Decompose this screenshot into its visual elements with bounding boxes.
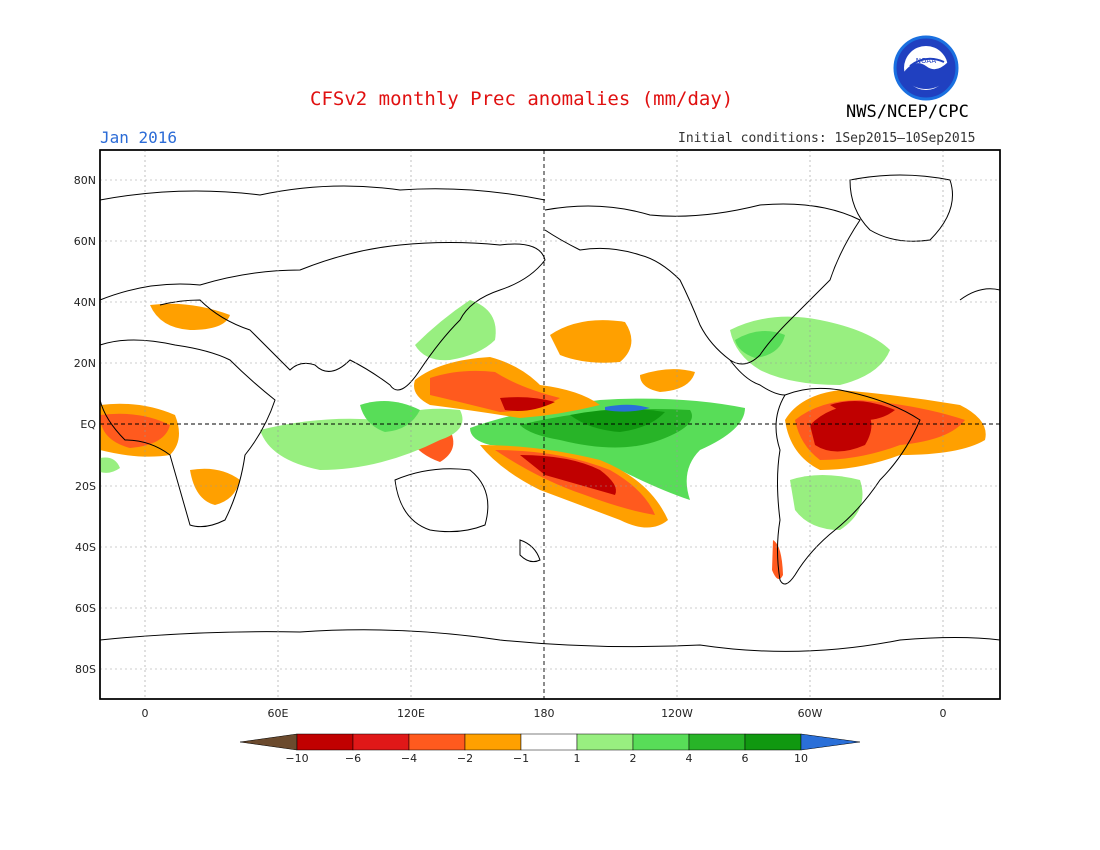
colorbar-bin-9 <box>744 733 802 751</box>
lon-label: 60W <box>797 707 823 720</box>
lat-label: 20S <box>75 480 96 493</box>
coast-antarctica <box>99 629 1001 652</box>
colorbar-bin-7 <box>632 733 690 751</box>
colorbar-bin-3 <box>408 733 466 751</box>
colorbar-bin-5 <box>520 733 578 751</box>
lon-label: 60E <box>267 707 289 720</box>
org-label: NWS/NCEP/CPC <box>846 102 969 122</box>
lat-label: 40N <box>73 296 96 309</box>
colorbar-cap-high <box>800 733 861 751</box>
colorbar-label: −4 <box>400 752 418 765</box>
colorbar-label: 2 <box>629 752 637 765</box>
colorbar-label: −10 <box>285 752 309 765</box>
anomaly-east-pacific-dry <box>640 369 695 392</box>
anomaly-nw-pacific-dry-max <box>500 397 555 411</box>
anomaly-south-america-dry-north <box>830 401 895 421</box>
colorbar-label: −1 <box>512 752 530 765</box>
colorbar-label: 1 <box>573 752 581 765</box>
lat-label: 40S <box>75 541 96 554</box>
colorbar-label: 6 <box>741 752 749 765</box>
anomaly-east-atlantic-wet <box>100 457 120 473</box>
colorbar-bin-4 <box>464 733 522 751</box>
forecast-month: Jan 2016 <box>100 128 178 147</box>
initial-conditions: Initial conditions: 1Sep2015—10Sep2015 <box>678 131 976 146</box>
coast-europe-west <box>959 288 1001 301</box>
lon-label: 180 <box>533 707 555 720</box>
coast-north-america <box>544 203 861 365</box>
anomaly-pacific-wet-max <box>570 409 665 432</box>
coast-australia <box>394 468 489 533</box>
anomaly-south-brazil-wet <box>790 475 863 530</box>
colorbar-label: −6 <box>344 752 362 765</box>
anomaly-asia-wet <box>415 300 496 361</box>
lon-label: 120W <box>661 707 693 720</box>
colorbar-bin-8 <box>688 733 746 751</box>
colorbar-label: −2 <box>456 752 474 765</box>
coast-greenland <box>849 174 953 242</box>
lat-label: 80N <box>73 174 96 187</box>
coastlines <box>99 174 1001 652</box>
anomaly-mediterranean-dry <box>150 303 230 330</box>
lat-label: 60N <box>73 235 96 248</box>
logo-text: NOAA <box>916 57 937 65</box>
colorbar <box>239 733 861 751</box>
colorbar-bin-6 <box>576 733 634 751</box>
anomaly-southern-africa-dry <box>190 468 240 505</box>
colorbar-bin-2 <box>352 733 410 751</box>
lon-label: 120E <box>397 707 425 720</box>
coast-new-zealand <box>519 539 541 563</box>
lon-label: 0 <box>939 707 947 720</box>
coast-eurasia <box>99 242 546 391</box>
map-title: CFSv2 monthly Prec anomalies (mm/day) <box>310 88 734 110</box>
lat-label: 20N <box>73 357 96 370</box>
colorbar-label: 4 <box>685 752 693 765</box>
colorbar-bin-1 <box>296 733 354 751</box>
anomaly-pacific-wet-peak <box>605 404 650 412</box>
lat-label: 60S <box>75 602 96 615</box>
anomaly-gulf-wet <box>735 331 785 358</box>
coast-south-america <box>775 387 921 585</box>
coast-central-america <box>729 359 786 396</box>
lon-label: 0 <box>141 707 149 720</box>
noaa-logo: NOAA <box>893 35 959 101</box>
lat-label: EQ <box>80 418 96 431</box>
anomaly-central-pacific-dry <box>550 320 632 363</box>
colorbar-cap-low <box>239 733 298 751</box>
coast-arctic-eurasia <box>99 185 546 201</box>
anomaly-gulf-guinea-dry-core <box>100 413 170 448</box>
coast-africa <box>99 339 276 528</box>
colorbar-label: 10 <box>794 752 808 765</box>
graticule <box>100 150 1000 699</box>
lat-label: 80S <box>75 663 96 676</box>
